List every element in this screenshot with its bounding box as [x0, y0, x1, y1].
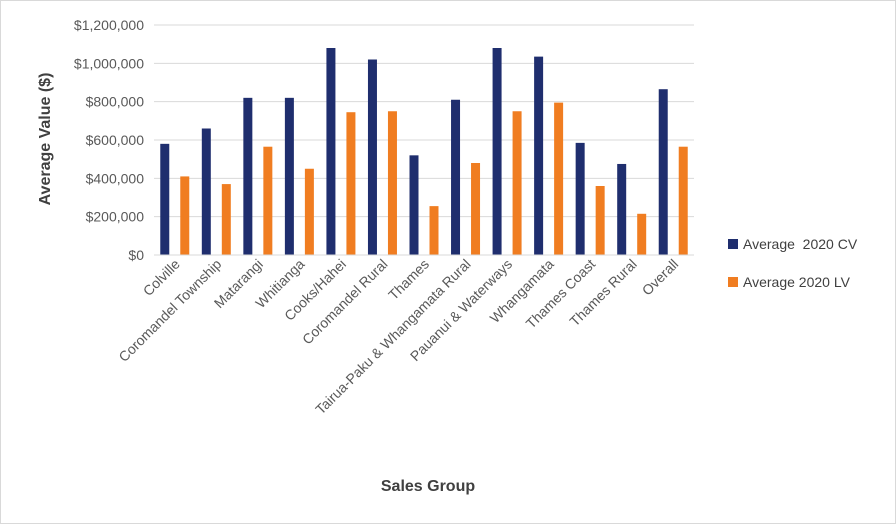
bar-lv [512, 111, 522, 255]
x-axis-title: Sales Group [381, 478, 475, 495]
bar-cv [658, 89, 668, 255]
y-tick-label: $600,000 [86, 132, 145, 148]
legend-label: Average 2020 CV [743, 236, 858, 252]
y-tick-label: $1,200,000 [74, 17, 144, 33]
bar-lv [346, 112, 356, 255]
x-tick-label: Overall [639, 256, 682, 299]
bar-cv [326, 48, 336, 255]
bar-lv [678, 146, 688, 255]
bar-lv [387, 111, 397, 255]
y-tick-label: $200,000 [86, 209, 145, 225]
legend-swatch [728, 239, 738, 249]
y-tick-label: $400,000 [86, 170, 145, 186]
y-axis-title: Average Value ($) [37, 73, 54, 206]
y-tick-label: $1,000,000 [74, 55, 144, 71]
y-axis-ticks: $0 $200,000 $400,000 $600,000 $800,000 $1,000… [74, 17, 144, 263]
bar-cv [243, 97, 253, 255]
bar-cv [534, 56, 544, 255]
bar-lv [554, 102, 564, 255]
bar-cv [617, 163, 627, 255]
bar-lv [180, 176, 190, 255]
bars [160, 48, 688, 255]
bar-lv [221, 184, 231, 255]
bar-cv [367, 59, 377, 255]
bar-lv [595, 186, 605, 255]
y-tick-label: $800,000 [86, 94, 145, 110]
legend-swatch [728, 277, 738, 287]
bar-lv [429, 206, 439, 255]
bar-cv [160, 143, 170, 255]
bar-lv [471, 163, 481, 255]
x-tick-label: Tairua-Paku & Whangamata Rural [312, 256, 474, 418]
legend-label: Average 2020 LV [743, 274, 851, 290]
bar-lv [263, 146, 273, 255]
bar-cv [575, 142, 585, 255]
bar-cv [201, 128, 211, 255]
bar-lv [637, 213, 647, 255]
legend: Average 2020 CV Average 2020 LV [728, 236, 858, 290]
bar-cv [284, 97, 294, 255]
y-tick-label: $0 [128, 247, 144, 263]
bar-cv [409, 155, 419, 255]
gridlines [154, 24, 694, 218]
bar-lv [304, 168, 314, 255]
bar-cv [492, 48, 502, 255]
bar-cv [451, 99, 461, 255]
